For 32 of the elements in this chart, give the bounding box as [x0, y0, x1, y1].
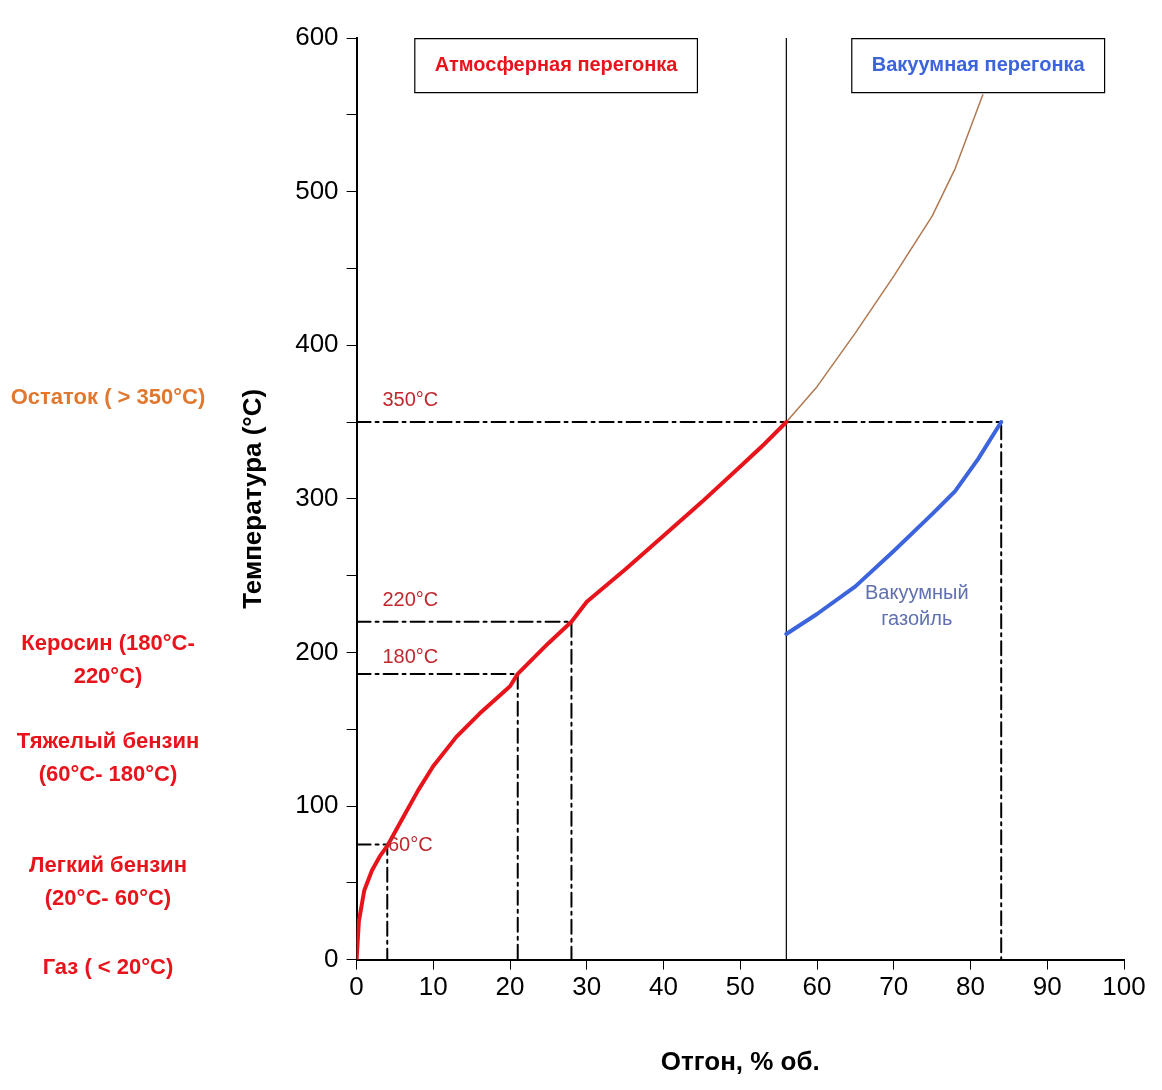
- x-tick-label: 80: [956, 971, 985, 1002]
- x-tick-label: 100: [1102, 971, 1146, 1002]
- x-axis-title: Отгон, % об.: [660, 1045, 820, 1076]
- x-tick-label: 90: [1032, 971, 1062, 1002]
- text: Керосин (180°C- 220°C): [20, 629, 196, 690]
- y-tick-label: 300: [295, 481, 339, 512]
- y-axis-title: Температура (°С): [236, 388, 267, 609]
- text: Остаток ( > 350°C): [9, 383, 207, 411]
- x-tick-label: 40: [649, 971, 679, 1002]
- y-tick-label: 200: [295, 635, 339, 666]
- x-tick-label: 50: [725, 971, 755, 1002]
- x-tick-label: 20: [495, 971, 525, 1002]
- y-tick-label: 500: [295, 174, 339, 205]
- annotation: Атмосферная перегонка: [434, 53, 679, 76]
- y-tick-label: 600: [295, 21, 339, 52]
- x-tick-label: 70: [879, 971, 909, 1002]
- annotation: Вакуумный газойль: [865, 580, 969, 629]
- x-tick-label: 60: [802, 971, 832, 1002]
- annotation: 220°C: [382, 587, 439, 610]
- y-tick-label: 0: [324, 942, 339, 973]
- x-tick-label: 0: [349, 971, 364, 1002]
- x-tick-label: 30: [572, 971, 602, 1002]
- y-tick-label: 100: [295, 789, 339, 820]
- text: Газ ( < 20°C): [41, 953, 175, 981]
- text: Легкий бензин (20°C- 60°C): [28, 851, 188, 912]
- annotation: Вакуумная перегонка: [871, 53, 1086, 76]
- annotation: 180°C: [382, 644, 439, 667]
- annotation: 350°C: [382, 388, 439, 411]
- x-tick-label: 10: [418, 971, 448, 1002]
- text: Тяжелый бензин (60°C- 180°C): [15, 727, 201, 788]
- y-tick-label: 400: [295, 328, 339, 359]
- annotation: 60°C: [387, 833, 433, 856]
